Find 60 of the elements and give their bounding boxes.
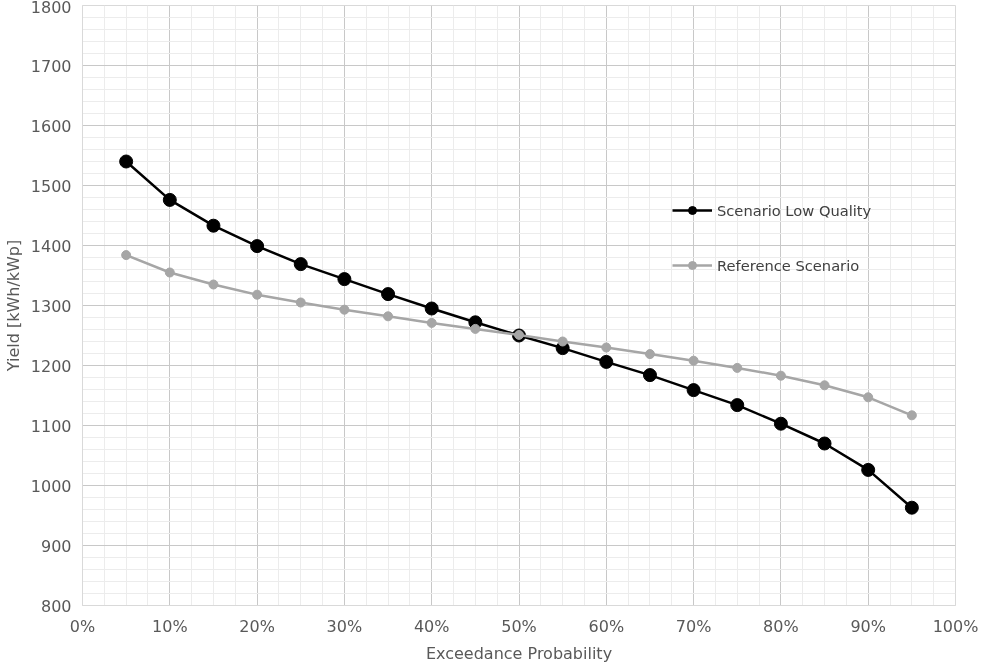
point: [861, 462, 876, 477]
legend-label: Scenario Low Quality: [717, 201, 872, 219]
x-tick-label: 90%: [850, 616, 886, 636]
point: [557, 336, 568, 347]
point: [252, 289, 263, 300]
point: [773, 416, 788, 431]
x-tick-label: 30%: [326, 616, 363, 636]
x-tick-label: 0%: [69, 616, 96, 636]
point: [730, 398, 745, 413]
point: [906, 410, 917, 421]
point: [470, 323, 481, 334]
y-tick-label: 1500: [30, 176, 72, 196]
point: [426, 317, 437, 328]
x-axis-title: Exceedance Probability: [425, 643, 613, 663]
x-tick-label: 60%: [588, 616, 625, 636]
x-tick-label: 50%: [501, 616, 537, 636]
point: [164, 267, 175, 278]
point: [688, 355, 699, 366]
y-tick-label: 1000: [30, 476, 72, 496]
point: [642, 368, 657, 383]
point: [819, 380, 830, 391]
y-tick-label: 800: [40, 596, 72, 616]
point: [381, 287, 396, 302]
point: [250, 239, 265, 254]
y-tick-label: 1200: [30, 356, 72, 376]
point: [383, 311, 394, 322]
point: [293, 257, 308, 272]
point: [732, 362, 743, 373]
point: [121, 250, 132, 261]
x-tick-label: 80%: [763, 616, 799, 636]
x-tick-label: 100%: [932, 616, 979, 636]
y-tick-label: 1300: [30, 296, 72, 316]
point: [863, 392, 874, 403]
point: [206, 218, 221, 233]
y-tick-label: 1100: [30, 416, 72, 436]
x-tick-label: 10%: [152, 616, 188, 636]
point: [295, 297, 306, 308]
y-tick-label: 1600: [30, 116, 72, 136]
x-tick-label: 70%: [675, 616, 712, 636]
point: [119, 154, 134, 169]
x-tick-label: 20%: [239, 616, 275, 636]
point: [162, 192, 177, 207]
point: [208, 279, 219, 290]
point: [817, 436, 832, 451]
x-tick-label: 40%: [413, 616, 450, 636]
point: [601, 342, 612, 353]
y-tick-label: 1700: [30, 56, 72, 76]
point: [644, 349, 655, 360]
y-tick-label: 1400: [30, 236, 72, 256]
y-tick-label: 1800: [30, 0, 72, 17]
point: [599, 354, 614, 369]
point: [424, 301, 439, 316]
point: [686, 383, 701, 398]
legend-label: Reference Scenario: [717, 256, 860, 274]
point: [337, 272, 352, 287]
y-axis-title: Yield [kWh/kWp]: [3, 239, 23, 373]
point: [775, 370, 786, 381]
y-tick-label: 900: [40, 536, 72, 556]
point: [339, 304, 350, 315]
point: [904, 500, 919, 515]
